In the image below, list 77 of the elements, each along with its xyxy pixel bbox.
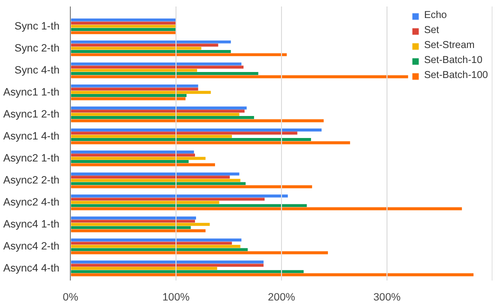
legend-label: Set-Batch-100 <box>424 70 488 81</box>
bar <box>70 46 202 50</box>
bar <box>70 156 206 160</box>
bar <box>70 264 264 267</box>
bar <box>70 172 240 176</box>
y-tick-label: Async1 1-th <box>3 86 60 98</box>
bar <box>70 204 307 208</box>
bar <box>70 220 195 223</box>
bar <box>70 198 265 201</box>
legend-label: Set-Batch-10 <box>424 55 482 66</box>
bar <box>70 141 350 144</box>
bar <box>70 53 287 56</box>
bar <box>70 178 240 182</box>
bar <box>70 182 246 186</box>
bar <box>70 68 198 72</box>
y-tick-label: Async4 4-th <box>3 262 60 274</box>
bar <box>70 251 328 254</box>
bar <box>70 66 244 69</box>
bar <box>70 44 218 47</box>
bar <box>70 270 304 274</box>
bar <box>70 226 191 230</box>
x-tick-label: 100% <box>162 292 190 304</box>
bar <box>70 266 218 270</box>
bar <box>70 222 210 226</box>
bar <box>70 18 176 22</box>
bar <box>70 50 231 53</box>
bar <box>70 88 198 91</box>
y-tick-label: Async2 2-th <box>3 174 60 186</box>
bar <box>70 106 247 110</box>
y-tick-label: Async4 2-th <box>3 240 60 252</box>
bar <box>70 200 220 204</box>
bar <box>70 97 186 100</box>
bar <box>70 40 231 44</box>
bar <box>70 62 242 66</box>
x-tick-label: 300% <box>373 292 402 304</box>
bar <box>70 116 254 120</box>
bar <box>70 260 264 264</box>
bar <box>70 110 245 113</box>
bar <box>70 84 198 88</box>
legend-label: Set <box>424 25 440 36</box>
bar <box>70 24 176 28</box>
bar <box>70 216 196 220</box>
y-tick-label: Async2 1-th <box>3 152 60 164</box>
bar <box>70 128 322 132</box>
x-tick-label: 200% <box>268 292 296 304</box>
bar <box>70 22 176 25</box>
bar <box>70 248 248 252</box>
y-tick-label: Sync 1-th <box>14 20 60 32</box>
y-tick-label: Async4 1-th <box>3 218 60 230</box>
bar <box>70 160 189 164</box>
legend-label: Echo <box>424 10 447 21</box>
y-tick-label: Async1 4-th <box>3 130 60 142</box>
bar <box>70 119 324 122</box>
bar <box>70 238 242 242</box>
bar <box>70 31 176 34</box>
bar <box>70 138 312 142</box>
y-tick-label: Async1 2-th <box>3 108 60 120</box>
bar <box>70 176 230 179</box>
bar <box>70 112 240 116</box>
bar <box>70 90 211 94</box>
bar <box>70 273 474 276</box>
bar <box>70 244 240 248</box>
bar <box>70 150 194 154</box>
bar <box>70 132 298 135</box>
bar <box>70 72 258 75</box>
bar <box>70 134 232 138</box>
bar <box>70 75 408 78</box>
bar <box>70 28 176 31</box>
y-tick-label: Async2 4-th <box>3 196 60 208</box>
legend-label: Set-Stream <box>424 40 475 51</box>
y-tick-label: Sync 4-th <box>14 64 60 76</box>
y-tick-label: Sync 2-th <box>14 42 60 54</box>
bar <box>70 94 187 98</box>
bar <box>70 242 232 245</box>
bar <box>70 194 288 198</box>
x-tick-label: 0% <box>62 292 79 304</box>
bar <box>70 154 195 157</box>
